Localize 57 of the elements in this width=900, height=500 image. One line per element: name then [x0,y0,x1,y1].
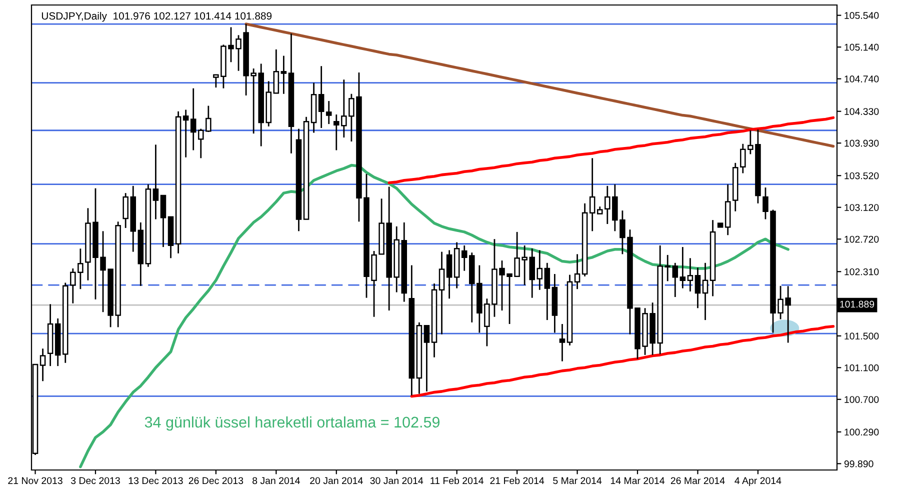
y-tick-label: 99.890 [844,460,874,468]
candlestick [273,48,280,94]
y-tick-label: 103.120 [844,204,879,211]
candlestick [190,88,196,151]
x-tick-label: 21 Nov 2013 [8,477,62,484]
ref-line-label: 101.889 [840,300,874,308]
line-series [244,22,835,148]
y-tick-label: 102.310 [844,268,879,276]
candlestick [589,157,596,232]
candlestick [672,262,678,298]
candlestick [694,266,701,309]
annotation: 34 günlük üssel hareketli ortalama = 102.59 [144,416,440,431]
y-tick-label: 101.500 [844,332,879,340]
x-tick-label: 13 Dec 2013 [128,477,183,484]
x-tick-label: 3 Dec 2013 [70,477,120,484]
y-tick-label: 104.330 [844,108,879,115]
candlestick [702,262,708,321]
x-tick-label: 8 Jan 2014 [252,477,300,484]
candlestick [280,55,287,95]
x-tick-label: 11 Feb 2014 [430,476,484,484]
x-tick-label: 30 Jan 2014 [370,477,424,484]
x-tick-label: 14 Mar 2014 [610,477,665,484]
x-tick-label: 5 Mar 2014 [553,477,602,484]
x-tick-label: 20 Jan 2014 [310,477,363,484]
x-tick-label: 26 Dec 2013 [188,477,244,484]
y-tick-label: 102.720 [844,236,879,243]
x-tick-label: 21 Feb 2014 [490,476,544,484]
candlestick [182,109,189,158]
candlestick [461,244,468,272]
candlestick [536,250,543,291]
candlestick [160,194,166,248]
candlestick [559,323,566,362]
candlestick [687,257,694,292]
line-series [79,164,790,468]
candlestick [574,253,580,290]
line-series [410,324,835,398]
y-tick-label: 105.140 [844,44,879,51]
y-tick-label: 105.540 [844,12,879,19]
candlestick [438,251,445,336]
candlestick [446,250,452,300]
candlestick [424,324,430,392]
y-tick-label: 103.520 [844,172,879,180]
y-tick-label: 103.930 [844,140,879,147]
y-tick-label: 104.740 [844,76,879,82]
y-tick-label: 100.700 [844,396,879,403]
candlestick [152,144,159,220]
candlestick [680,246,686,289]
line-series [388,116,835,184]
x-tick-label: 26 Mar 2014 [670,477,725,484]
candlestick [326,100,332,125]
candlestick [318,65,324,129]
y-tick-label: 100.290 [844,428,879,436]
y-tick-label: 101.100 [844,364,879,372]
candlestick [40,348,46,382]
candlestick [544,262,550,321]
x-tick-label: 4 Apr 2014 [734,477,782,486]
text: USDJPY,Daily 101.976 102.127 101.414 101.889 [42,12,272,22]
